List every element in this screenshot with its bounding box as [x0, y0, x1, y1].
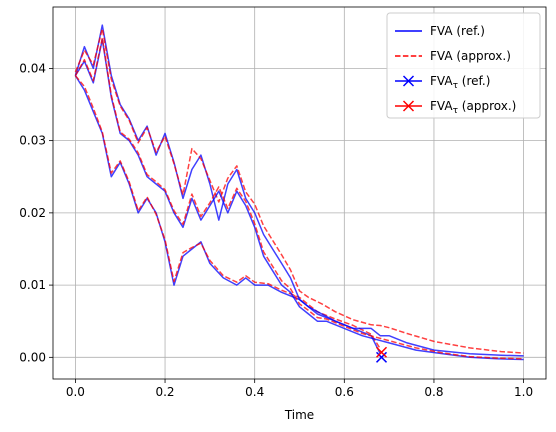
- x-tick-label: 0.8: [424, 385, 443, 399]
- legend-entry: FVA (ref.): [395, 24, 485, 38]
- legend-label: FVA (approx.): [430, 49, 511, 63]
- x-tick-label: 0.6: [335, 385, 354, 399]
- y-tick-label: 0.01: [19, 278, 46, 292]
- fva-approx-line-3: [74, 37, 524, 360]
- x-axis-label: Time: [284, 408, 314, 422]
- fva-approx-line-2: [74, 27, 524, 354]
- plot-frame: [52, 6, 547, 380]
- fva-approx-line-1: [74, 75, 381, 350]
- legend-entry: FVAτ (ref.): [395, 74, 490, 91]
- fva-tau-approx-marker: [375, 346, 388, 358]
- fva-ref-line-3: [74, 38, 524, 361]
- legend: FVA (ref.) FVA (approx.) FVAτ (ref.) FVAτ (…: [386, 12, 541, 119]
- series-lines: [74, 24, 524, 361]
- legend-entry: FVAτ (approx.): [395, 99, 516, 116]
- fva-tau-ref-marker: [375, 351, 388, 363]
- legend-x-marker: [402, 100, 415, 112]
- axis-ticks: 0.0 0.2 0.4 0.6 0.8 1.0 0.00 0.01 0.02 0.03 0.04: [19, 61, 533, 399]
- x-tick-label: 1.0: [514, 385, 533, 399]
- legend-label: FVAτ (ref.): [430, 74, 490, 91]
- tau-markers: [375, 346, 388, 363]
- x-tick-label: 0.4: [245, 385, 264, 399]
- legend-entry: FVA (approx.): [395, 49, 511, 63]
- legend-label: FVA (ref.): [430, 24, 485, 38]
- legend-x-marker: [402, 75, 415, 87]
- y-tick-label: 0.03: [19, 134, 46, 148]
- y-tick-label: 0.00: [19, 350, 46, 364]
- y-tick-label: 0.02: [19, 206, 46, 220]
- legend-box: [386, 12, 541, 119]
- y-tick-label: 0.04: [19, 61, 46, 75]
- legend-label: FVAτ (approx.): [430, 99, 516, 116]
- x-tick-label: 0.2: [155, 385, 174, 399]
- x-tick-label: 0.0: [66, 385, 85, 399]
